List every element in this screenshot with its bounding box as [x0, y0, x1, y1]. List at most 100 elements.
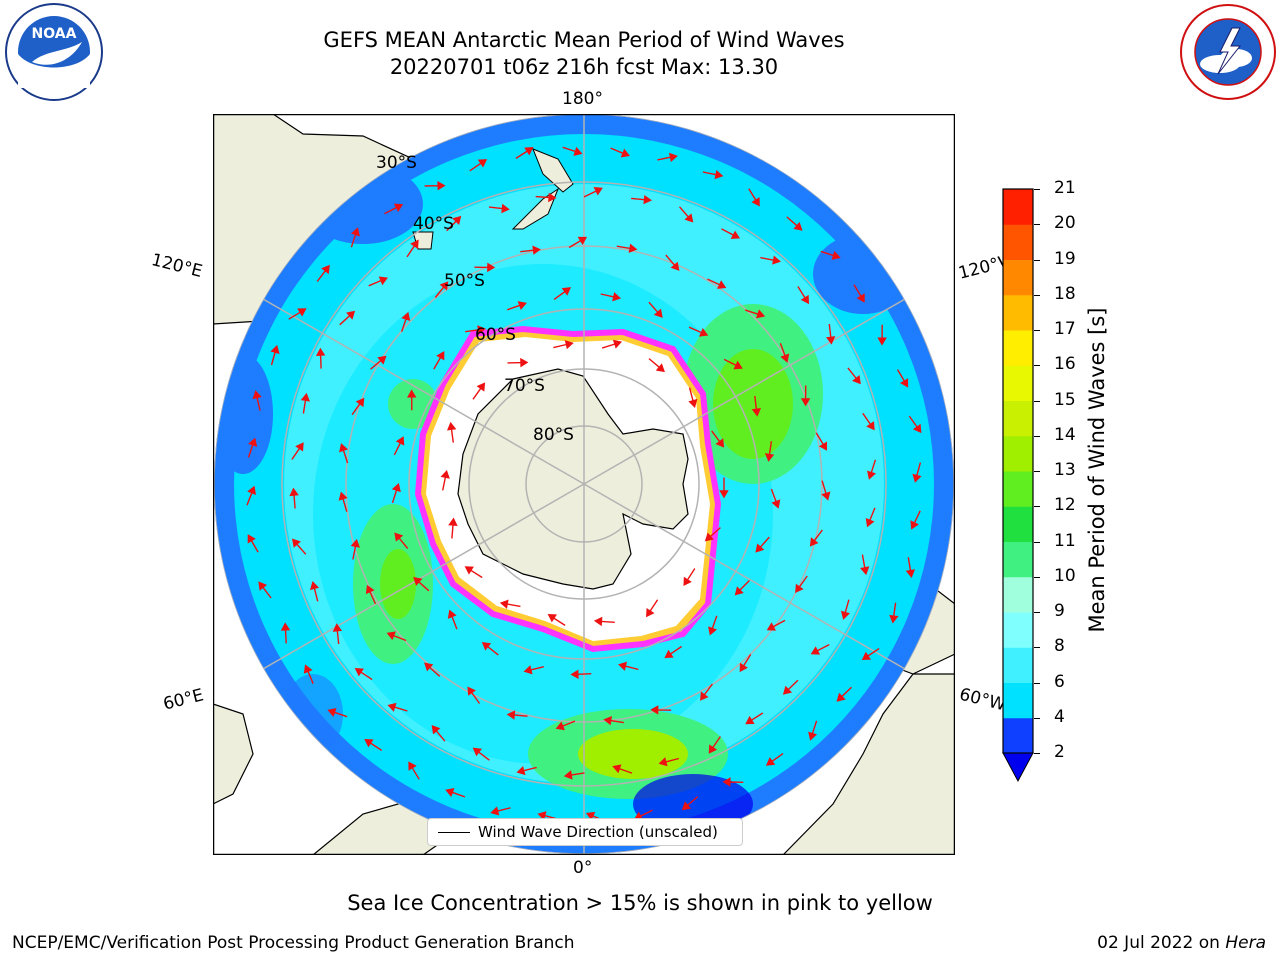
- wind-wave-arrow: [413, 576, 430, 592]
- wind-wave-arrow: [820, 250, 841, 260]
- wind-wave-arrow: [434, 281, 449, 298]
- wind-wave-arrow: [583, 187, 603, 198]
- wind-wave-arrow: [810, 643, 830, 655]
- wind-wave-arrow: [815, 432, 827, 451]
- colorbar-tick-label: 10: [1054, 565, 1076, 586]
- wind-wave-arrow: [704, 527, 721, 542]
- wind-wave-arrow: [472, 747, 490, 761]
- wind-wave-arrow: [465, 325, 486, 335]
- colorbar-tick-mark: [1034, 753, 1040, 754]
- colorbar-segment: [1003, 400, 1033, 437]
- wind-wave-arrow: [912, 462, 922, 483]
- wind-wave-arrow: [350, 538, 360, 560]
- generation-date: 02 Jul 2022 on Hera: [1097, 933, 1266, 953]
- wind-wave-arrow: [782, 679, 799, 695]
- wind-wave-arrow: [786, 216, 803, 231]
- wind-wave-arrow: [481, 642, 499, 656]
- map-title: GEFS MEAN Antarctic Mean Period of Wind …: [323, 28, 845, 52]
- wind-wave-arrow: [631, 194, 653, 205]
- wind-wave-arrow: [688, 387, 698, 408]
- wind-wave-arrow: [800, 385, 811, 407]
- lat-label-80s: 80°S: [533, 425, 574, 445]
- wind-wave-arrow: [910, 510, 921, 530]
- wind-wave-arrow: [764, 441, 775, 462]
- wind-wave-arrow: [270, 344, 280, 366]
- wind-wave-arrow: [408, 761, 420, 780]
- colorbar-tick-mark: [1034, 365, 1040, 367]
- wind-wave-arrow: [562, 146, 583, 156]
- wind-wave-arrow: [474, 262, 496, 273]
- wind-wave-arrow: [258, 581, 272, 599]
- wind-wave-arrow: [808, 720, 818, 741]
- wind-wave-arrow: [393, 436, 405, 456]
- wind-wave-arrow: [745, 712, 764, 725]
- wind-wave-arrow: [889, 602, 899, 624]
- wind-wave-arrow: [563, 770, 585, 780]
- legend-label: Wind Wave Direction (unscaled): [478, 823, 718, 841]
- wind-wave-arrow: [535, 192, 557, 203]
- wind-wave-arrow: [612, 764, 633, 774]
- wind-wave-arrow: [547, 614, 566, 626]
- colorbar-tick-mark: [1034, 435, 1040, 437]
- wind-wave-arrow: [394, 532, 409, 549]
- wind-wave-arrow: [384, 203, 404, 215]
- wind-wave-arrow: [681, 796, 699, 811]
- wind-wave-arrow: [722, 777, 744, 787]
- wind-wave-arrow: [657, 152, 678, 163]
- noaa-logo: NOAA: [2, 2, 106, 102]
- colorbar-segment: [1003, 471, 1033, 507]
- wind-wave-arrow: [708, 615, 718, 636]
- colorbar-under-triangle: [1002, 752, 1034, 783]
- wind-wave-arrow: [523, 665, 544, 675]
- colorbar-segment: [1003, 330, 1033, 366]
- wind-wave-arrow: [446, 421, 457, 443]
- wind-wave-arrow: [678, 206, 694, 223]
- graticule: [214, 114, 954, 854]
- wind-wave-arrow: [406, 389, 417, 411]
- colorbar-segment: [1003, 647, 1033, 683]
- wind-wave-arrow: [507, 357, 529, 368]
- wind-wave-arrow: [648, 301, 663, 318]
- lon-label-60w: 60°W: [957, 684, 1008, 716]
- lon-label-180: 180°: [562, 89, 603, 109]
- wind-wave-arrow: [447, 609, 458, 630]
- colorbar-tick-mark: [1034, 576, 1040, 578]
- colorbar-tick-mark: [1034, 471, 1040, 472]
- wind-wave-arrow: [603, 715, 625, 726]
- wind-wave-arrow: [779, 342, 790, 363]
- colorbar-tick-label: 13: [1054, 460, 1076, 480]
- wind-wave-arrow: [368, 276, 388, 287]
- wind-wave-arrow: [744, 309, 766, 319]
- wind-wave-arrow: [424, 180, 446, 191]
- colorbar-tick-label: 20: [1054, 213, 1076, 234]
- lat-label-40s: 40°S: [413, 214, 454, 234]
- svg-text:NOAA: NOAA: [32, 26, 77, 42]
- colorbar-segment: [1003, 682, 1033, 719]
- colorbar-tick-label: 17: [1054, 319, 1076, 339]
- map-panel: [212, 113, 956, 856]
- colorbar-segment: [1003, 224, 1033, 260]
- wind-wave-arrow: [648, 358, 665, 373]
- wind-wave-arrow: [840, 599, 850, 620]
- wind-wave-arrow: [246, 485, 256, 506]
- wind-wave-arrow: [309, 581, 320, 602]
- wind-wave-arrow: [488, 203, 510, 214]
- colorbar-segment: [1003, 189, 1033, 225]
- colorbar-segment: [1003, 259, 1033, 296]
- colorbar-segment: [1003, 506, 1033, 542]
- colorbar-tick-mark: [1034, 259, 1040, 261]
- wind-wave-arrow: [734, 580, 750, 596]
- wind-wave-arrow: [401, 311, 411, 332]
- wind-wave-arrow: [688, 326, 709, 337]
- colorbar-tick-mark: [1034, 612, 1040, 613]
- wind-wave-arrow: [339, 310, 356, 326]
- wind-wave-arrow: [809, 529, 823, 547]
- africa-landmass: [213, 703, 254, 805]
- wind-wave-arrow: [446, 215, 462, 232]
- wind-wave-arrow: [339, 443, 349, 464]
- wind-wave-arrow: [364, 739, 383, 751]
- map-legend: Wind Wave Direction (unscaled): [427, 818, 743, 846]
- wind-wave-arrow: [365, 584, 377, 605]
- colorbar-tick-mark: [1034, 294, 1040, 296]
- wind-wave-arrow: [618, 661, 639, 671]
